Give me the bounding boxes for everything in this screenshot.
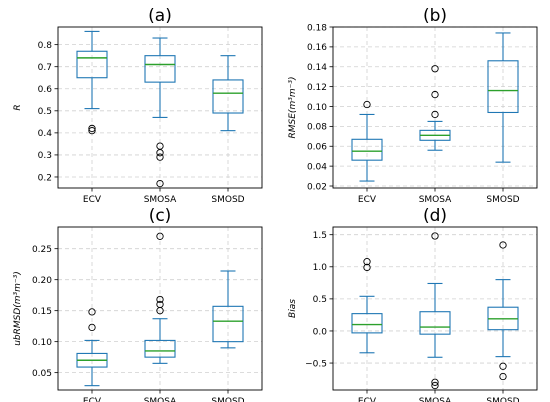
outlier-point [156,232,164,240]
outlier-point [363,100,371,109]
outlier-point [156,295,164,304]
y-axis-label: RMSE(m³m⁻³) [288,77,298,139]
y-tick-label: 0.7 [38,63,52,73]
y-tick-label: 0.25 [32,245,52,255]
box-ecv [351,258,383,354]
panel-1: 0.2 0.3 0.4 0.5 0.6 0.7 0.8 ECV SMOSA SMOSD (a) R [13,6,263,205]
panel-title: (c) [149,206,172,226]
y-tick-label: 0.5 [38,107,52,117]
x-tick-label: SMOSD [211,397,244,402]
y-tick-label: 0.20 [32,276,52,286]
y-tick-label: 0.5 [313,295,327,305]
outlier-point [363,263,371,272]
panel-3: 0.05 0.10 0.15 0.20 0.25 ECV SMOSA SMOSD (c) ubRM… [13,206,263,402]
panel-title: (a) [148,6,172,26]
outlier-point [431,110,439,119]
y-axis-label: R [13,104,23,110]
x-tick-label: SMOSA [144,195,177,205]
x-tick-label: SMOSA [144,397,177,402]
box-iqr [212,305,244,343]
y-tick-label: 0.6 [38,85,53,95]
box-smosd [487,32,519,163]
box-smosa [419,232,451,390]
outlier-point [431,232,439,240]
y-tick-label: 0.2 [38,173,52,183]
y-tick-label: 0.04 [307,162,327,172]
box-ecv [76,308,108,387]
outlier-point [88,127,96,135]
y-tick-label: 0.0 [313,327,328,337]
panel-4: −0.5 0.0 0.5 1.0 1.5 ECV SMOSA SMOSD (d) Bias [288,206,538,402]
box-iqr [76,50,108,79]
x-tick-label: SMOSD [486,195,519,205]
box-smosa [144,232,176,364]
y-tick-label: 0.4 [38,129,53,139]
outlier-point [88,323,96,332]
y-tick-label: −0.5 [305,359,327,369]
outlier-point [431,378,439,386]
y-tick-label: 0.8 [38,41,53,51]
outlier-point [156,300,164,309]
x-tick-label: SMOSD [211,195,244,205]
outlier-point [431,65,439,73]
outlier-point [499,362,507,370]
outlier-point [431,381,439,390]
box-iqr [144,55,176,83]
box-iqr [351,138,383,161]
box-iqr [212,79,244,114]
y-tick-label: 0.18 [307,23,327,33]
outlier-point [156,149,164,157]
outlier-point [88,124,96,133]
x-tick-label: ECV [83,195,102,205]
x-tick-label: SMOSA [419,195,452,205]
outlier-point [88,308,96,316]
y-axis-label: Bias [288,299,298,318]
box-smosd [212,270,244,349]
y-tick-label: 0.08 [307,123,327,133]
y-tick-label: 0.16 [307,43,327,53]
box-ecv [351,100,383,182]
box-smosa [419,65,451,151]
outlier-point [363,258,371,266]
y-tick-label: 1.0 [313,263,328,273]
box-ecv [76,30,108,135]
y-tick-label: 0.02 [307,182,327,192]
y-axis-label: ubRMSD(m³m⁻³) [13,271,23,346]
y-tick-label: 1.5 [313,231,327,241]
y-tick-label: 0.10 [32,338,52,348]
y-tick-label: 0.12 [307,83,327,93]
y-tick-label: 0.10 [307,103,327,113]
outlier-point [156,179,164,188]
box-iqr [144,339,176,358]
x-tick-label: ECV [358,195,377,205]
panel-title: (b) [423,6,447,26]
y-tick-label: 0.14 [307,63,327,73]
outlier-point [156,153,164,161]
x-tick-label: SMOSD [486,397,519,402]
outlier-point [499,372,507,381]
panel-title: (d) [423,206,447,226]
box-iqr [419,311,451,335]
box-smosd [487,241,519,381]
y-tick-label: 0.05 [32,369,52,379]
box-smosd [212,55,244,132]
box-smosa [144,37,176,188]
panel-2: 0.02 0.04 0.06 0.08 0.10 0.12 0.14 0.16 0.18 ECV S… [288,6,538,205]
y-tick-label: 0.3 [38,151,52,161]
x-tick-label: SMOSA [419,397,452,402]
box-iqr [351,313,383,334]
y-tick-label: 0.06 [307,143,327,153]
box-iqr [487,60,519,114]
x-tick-label: ECV [83,397,102,402]
x-tick-label: ECV [358,397,377,402]
outlier-point [499,241,507,249]
y-tick-label: 0.15 [32,307,52,317]
outlier-point [431,90,439,99]
